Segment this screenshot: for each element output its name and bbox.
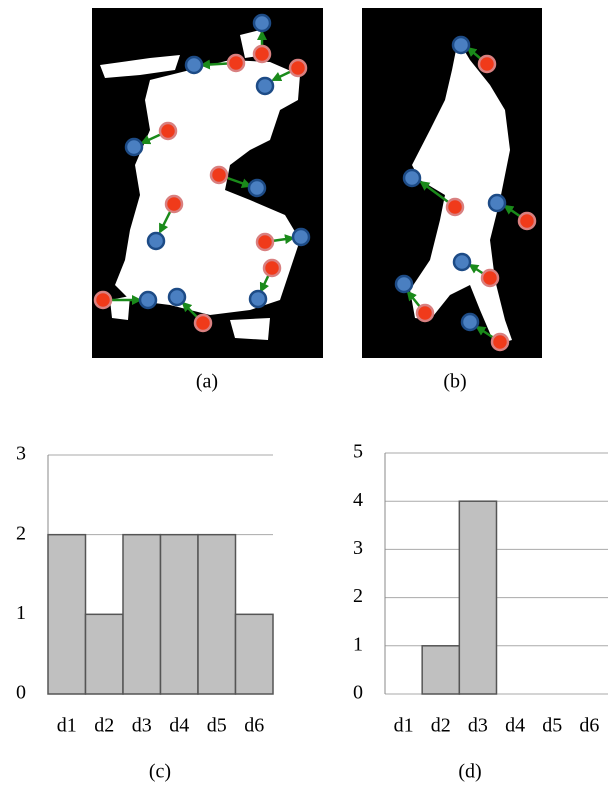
- caption: (c): [149, 761, 171, 783]
- x-tick-label: d5: [207, 715, 227, 737]
- y-tick-label: 3: [353, 537, 363, 559]
- bar: [86, 614, 124, 694]
- bar: [422, 646, 459, 694]
- x-tick-label: d4: [505, 715, 525, 737]
- bar: [236, 614, 274, 694]
- bar: [123, 535, 161, 694]
- x-tick-label: d2: [94, 715, 114, 737]
- x-tick-label: d6: [579, 715, 599, 737]
- figure: (a) (b) 0 1 2 3 d1 d2 d3 d4 d5 d6 (c) 0 1 2 3 4 5 d1 d2 d3 d…: [0, 0, 610, 796]
- bar: [161, 535, 199, 694]
- y-tick-label: 0: [16, 682, 26, 704]
- y-tick-label: 2: [353, 585, 363, 607]
- caption: (b): [443, 371, 466, 393]
- y-tick-label: 3: [16, 443, 26, 465]
- image-b: [362, 8, 542, 358]
- bar: [48, 535, 86, 694]
- bar: [198, 535, 236, 694]
- y-tick-label: 1: [16, 602, 26, 624]
- y-tick-label: 5: [353, 441, 363, 463]
- caption: (a): [196, 371, 218, 393]
- x-tick-label: d5: [542, 715, 562, 737]
- x-tick-label: d4: [169, 715, 189, 737]
- x-tick-label: d3: [468, 715, 488, 737]
- image-a: [92, 8, 323, 358]
- y-tick-label: 4: [353, 489, 363, 511]
- x-tick-label: d2: [431, 715, 451, 737]
- x-tick-label: d1: [394, 715, 414, 737]
- x-tick-label: d3: [132, 715, 152, 737]
- y-tick-label: 2: [16, 522, 26, 544]
- x-tick-label: d1: [57, 715, 77, 737]
- y-tick-label: 1: [353, 633, 363, 655]
- caption: (d): [458, 761, 481, 783]
- bar: [459, 501, 496, 694]
- y-tick-label: 0: [353, 682, 363, 704]
- x-tick-label: d6: [244, 715, 264, 737]
